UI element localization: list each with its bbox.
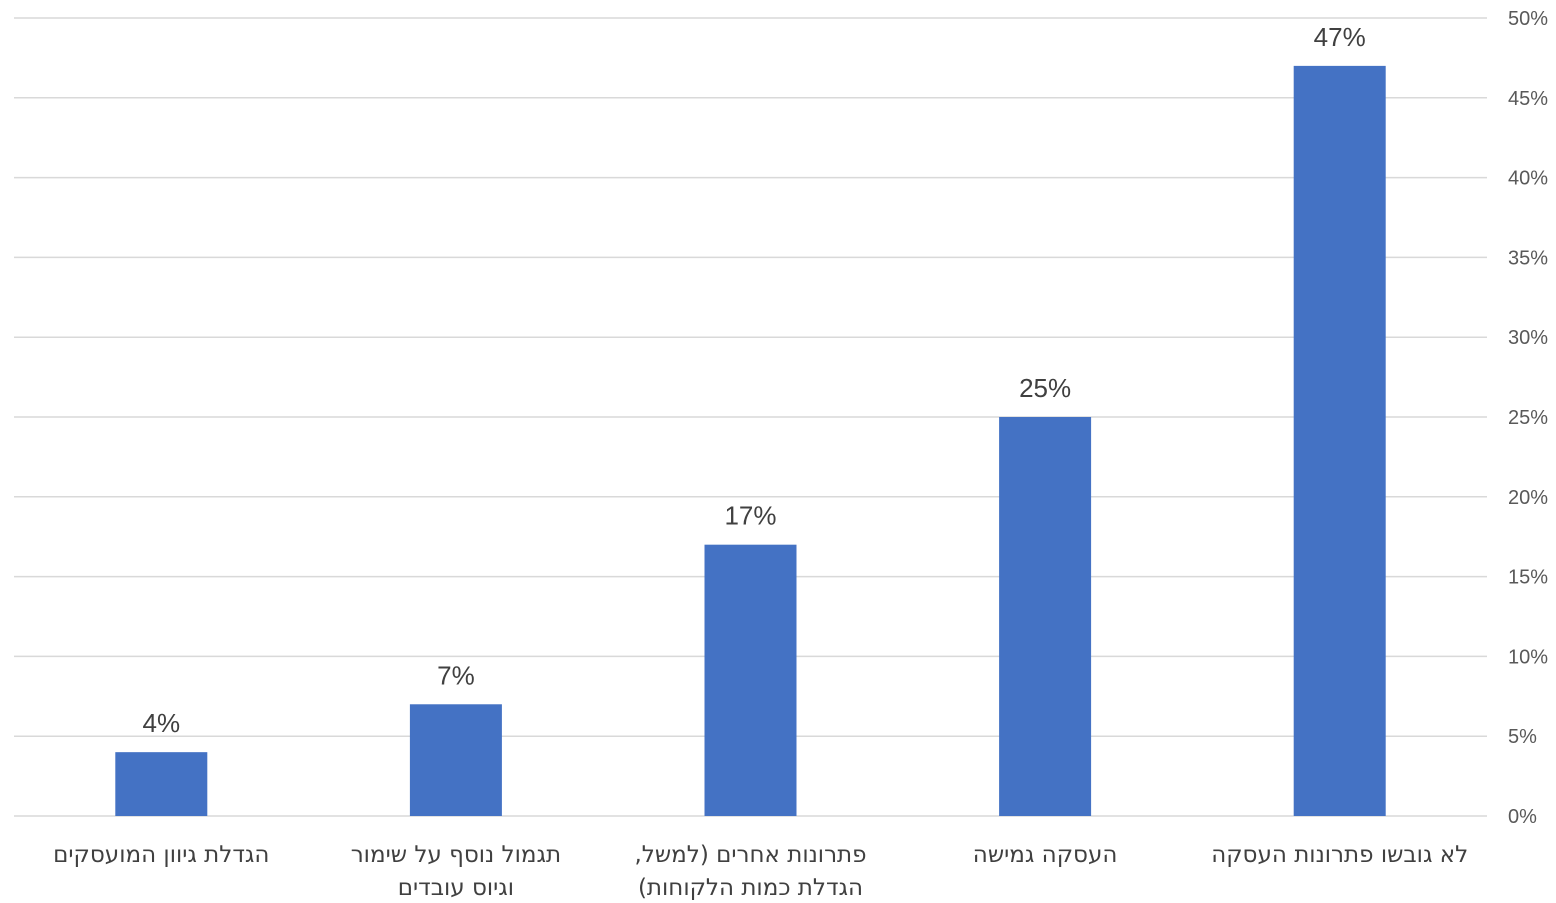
data-label: 25% bbox=[1019, 373, 1071, 403]
category-label: פתרונות אחרים (למשל, הגדלת כמות הלקוחות) bbox=[634, 842, 866, 901]
y-tick-label: 5% bbox=[1508, 726, 1537, 748]
gridlines bbox=[14, 17, 1487, 817]
bar bbox=[999, 417, 1092, 816]
y-tick-label: 45% bbox=[1508, 88, 1548, 110]
bar bbox=[1293, 65, 1386, 816]
data-labels: 47% 25% 17% 7% 4% bbox=[143, 22, 1366, 738]
y-tick-label: 15% bbox=[1508, 567, 1548, 589]
category-label: לא גובשו פתרונות העסקה bbox=[1211, 842, 1468, 868]
y-tick-label: 25% bbox=[1508, 407, 1548, 429]
category-labels: לא גובשו פתרונות העסקה העסקה גמישה פתרונות… bbox=[53, 842, 1468, 901]
bar bbox=[115, 752, 208, 816]
category-label-line: וגיוס עובדים bbox=[398, 875, 514, 901]
category-label-line: לא גובשו פתרונות העסקה bbox=[1211, 842, 1468, 868]
bars bbox=[115, 65, 1386, 816]
category-label-line: הגדלת כמות הלקוחות) bbox=[638, 875, 863, 901]
y-tick-label: 40% bbox=[1508, 168, 1548, 190]
category-label-line: העסקה גמישה bbox=[973, 842, 1118, 868]
category-label-line: הגדלת גיוון המועסקים bbox=[53, 842, 269, 868]
data-label: 47% bbox=[1314, 22, 1366, 52]
y-tick-label: 10% bbox=[1508, 646, 1548, 668]
y-axis-tick-labels: 0% 5% 10% 15% 20% 25% 30% 35% 40% 45% 50% bbox=[1508, 8, 1548, 828]
data-label: 17% bbox=[724, 501, 776, 531]
category-label: העסקה גמישה bbox=[973, 842, 1118, 868]
category-label-line: תגמול נוסף על שימור bbox=[351, 842, 561, 868]
y-tick-label: 50% bbox=[1508, 8, 1548, 30]
bar bbox=[409, 704, 502, 816]
y-tick-label: 0% bbox=[1508, 806, 1537, 828]
data-label: 4% bbox=[143, 708, 181, 738]
category-label: הגדלת גיוון המועסקים bbox=[53, 842, 269, 868]
data-label: 7% bbox=[437, 660, 475, 690]
y-tick-label: 30% bbox=[1508, 327, 1548, 349]
category-label: תגמול נוסף על שימור וגיוס עובדים bbox=[351, 842, 561, 901]
bar bbox=[704, 544, 797, 816]
y-tick-label: 35% bbox=[1508, 247, 1548, 269]
category-label-line: פתרונות אחרים (למשל, bbox=[634, 842, 866, 868]
y-tick-label: 20% bbox=[1508, 487, 1548, 509]
